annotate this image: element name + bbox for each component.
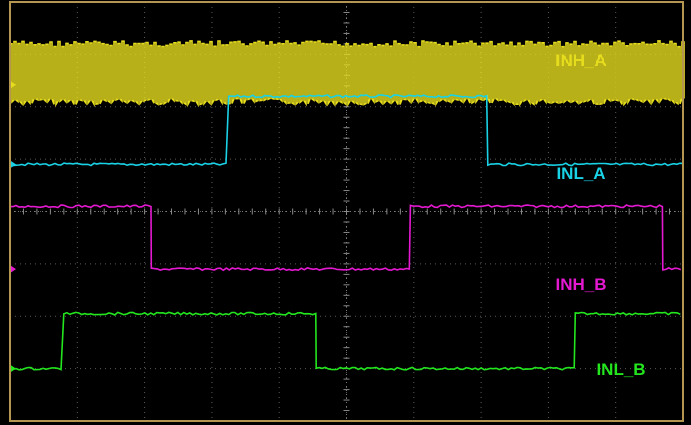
- channel-ground-marker: [10, 364, 16, 373]
- channel-markers: [10, 80, 16, 373]
- trace-inh-a: [9, 40, 685, 108]
- trace-inl-a: [9, 94, 683, 167]
- trace-inl-b: [9, 311, 681, 371]
- grid: [9, 1, 684, 422]
- series-label: INL_A: [556, 164, 605, 183]
- traces: [9, 40, 685, 371]
- series-label: INH_B: [555, 275, 606, 294]
- series-label: INH_A: [555, 51, 606, 70]
- series-label: INL_B: [596, 360, 645, 379]
- channel-ground-marker: [10, 160, 16, 169]
- plot-frame: [9, 1, 684, 422]
- channel-ground-marker: [10, 265, 16, 274]
- channel-ground-marker: [10, 80, 16, 89]
- trace-inh-b: [10, 204, 682, 272]
- series-labels: INH_A INL_A INH_B INL_B: [555, 51, 645, 379]
